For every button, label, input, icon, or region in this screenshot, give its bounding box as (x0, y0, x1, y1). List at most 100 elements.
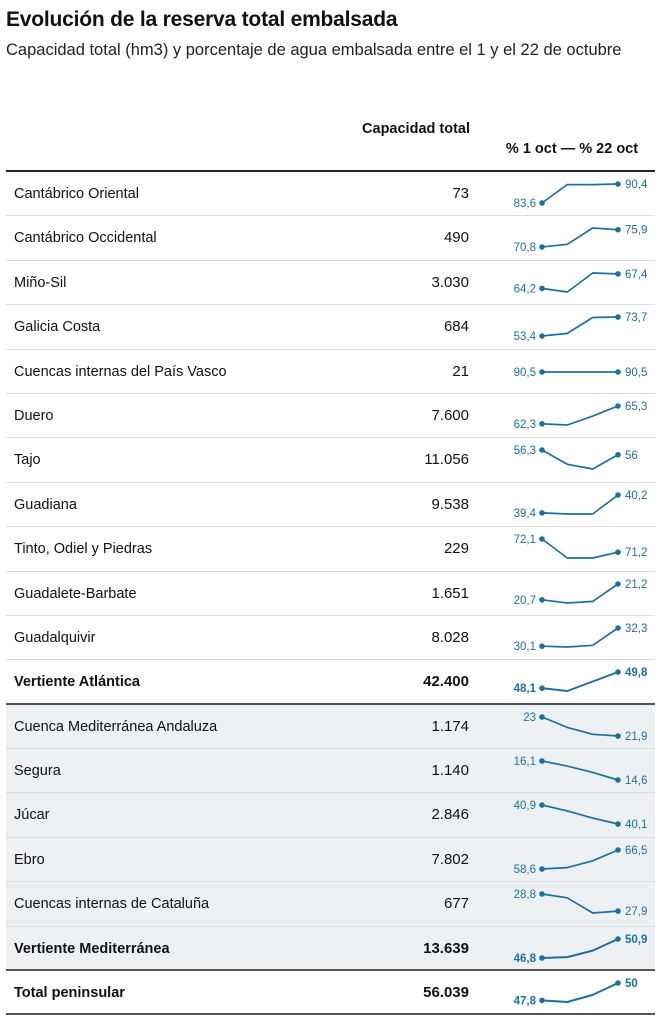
start-value-label: 20,7 (514, 594, 536, 606)
sparkline-line (541, 449, 619, 471)
start-point (539, 954, 545, 961)
basin-name: Segura (14, 763, 61, 780)
sparkline-line (541, 627, 619, 648)
end-value-label: 27,9 (625, 906, 647, 918)
sparkline: 90,5 90,5 (514, 367, 648, 379)
table-row: Cantábrico Oriental 73 83,6 90,4 (6, 172, 655, 217)
end-point (615, 732, 621, 739)
sparkline-line (541, 538, 619, 559)
basin-name: Guadalete-Barbate (14, 585, 137, 602)
start-value-label: 39,4 (514, 508, 537, 520)
basin-name: Cantábrico Occidental (14, 230, 157, 247)
start-value-label: 16,1 (514, 756, 536, 768)
sparkline: 40,9 40,1 (514, 800, 648, 831)
start-point (539, 509, 545, 516)
end-value-label: 90,4 (625, 179, 648, 191)
sparkline: 16,1 14,6 (514, 756, 648, 787)
start-point (539, 333, 545, 339)
start-value-label: 90,5 (514, 367, 536, 379)
end-point (615, 847, 621, 853)
start-point (539, 891, 545, 898)
table-row: Cuencas internas del País Vasco 21 90,5 90,… (6, 350, 655, 394)
end-value-label: 73,7 (625, 312, 647, 324)
end-value-label: 32,3 (625, 623, 647, 635)
table-row: Segura 1.140 16,1 14,6 (6, 749, 655, 794)
end-point (615, 580, 621, 587)
start-point (539, 713, 545, 720)
chart-title: Evolución de la reserva total embalsada (6, 8, 398, 31)
end-value-label: 75,9 (625, 225, 647, 237)
end-point (615, 314, 621, 320)
table-row: Guadalquivir 8.028 30,1 32,3 (6, 616, 655, 661)
end-value-label: 40,2 (625, 490, 647, 502)
sparkline-line (541, 893, 619, 915)
end-value-label: 67,4 (625, 269, 648, 281)
basin-name: Tinto, Odiel y Piedras (14, 541, 153, 558)
sparkline: 39,4 40,2 (514, 490, 648, 520)
start-value-label: 83,6 (514, 198, 536, 210)
end-point (615, 549, 621, 556)
start-value-label: 40,9 (514, 800, 536, 812)
start-point (539, 758, 545, 764)
end-point (615, 908, 621, 915)
table-row: Guadalete-Barbate 1.651 20,7 21,2 (6, 572, 655, 616)
sparkline: 20,7 21,2 (514, 579, 648, 607)
basin-name: Júcar (14, 807, 50, 824)
end-point (615, 181, 621, 187)
capacity-value: 11.056 (424, 451, 469, 469)
sparkline: 58,6 66,5 (514, 845, 648, 876)
table-row: Cantábrico Occidental 490 70,8 75,9 (6, 216, 655, 261)
end-point (615, 935, 621, 942)
table-row: Tajo 11.056 56,3 56 (6, 438, 655, 483)
table-row: Cuenca Mediterránea Andaluza 1.174 23 21,9 (6, 704, 655, 750)
basin-name: Cuencas internas del País Vasco (14, 363, 227, 380)
table-row: Cuencas internas de Cataluña 677 28,8 27,9 (6, 882, 655, 927)
capacity-value: 42.400 (423, 673, 469, 691)
basin-name: Cantábrico Oriental (14, 186, 139, 202)
range-column-header: % 1 oct — % 22 oct (505, 141, 639, 157)
end-value-label: 56 (625, 450, 638, 462)
sparkline: 46,8 50,9 (514, 934, 648, 965)
capacity-value: 490 (443, 229, 469, 247)
sparkline: 83,6 90,4 (514, 179, 648, 210)
end-point (615, 270, 621, 277)
end-value-label: 65,3 (625, 401, 647, 413)
capacity-value: 2.846 (431, 806, 469, 824)
end-point (615, 491, 621, 498)
sparkline-line (541, 849, 619, 870)
basin-name: Guadiana (14, 496, 77, 513)
basin-name: Cuencas internas de Cataluña (14, 896, 210, 913)
table-row: Guadiana 9.538 39,4 40,2 (6, 483, 655, 528)
basin-name: Vertiente Atlántica (14, 674, 140, 691)
sparkline: 72,1 71,2 (514, 534, 648, 559)
end-point (615, 227, 621, 233)
capacity-value: 13.639 (423, 939, 469, 957)
start-point (539, 447, 545, 454)
start-value-label: 58,6 (514, 864, 536, 876)
capacity-value: 1.140 (431, 762, 469, 780)
sparkline-line (541, 804, 619, 826)
end-value-label: 21,9 (625, 731, 647, 743)
capacity-value: 1.174 (431, 717, 469, 735)
sparkline-line (541, 316, 619, 338)
end-value-label: 50,9 (625, 934, 647, 946)
table-row: Duero 7.600 62,3 65,3 (6, 394, 655, 439)
sparkline-line (541, 582, 619, 604)
start-point (539, 536, 545, 542)
end-point (615, 821, 621, 828)
table-row: Júcar 2.846 40,9 40,1 (6, 793, 655, 838)
end-point (615, 777, 621, 783)
capacity-value: 229 (443, 540, 469, 558)
capacity-value: 7.802 (431, 850, 469, 868)
start-value-label: 46,8 (514, 953, 537, 965)
sparkline-line (541, 760, 619, 781)
sparkline-line (541, 271, 619, 293)
start-point (539, 420, 545, 427)
table-row: Galicia Costa 684 53,4 73,7 (6, 305, 655, 350)
end-value-label: 14,6 (625, 775, 647, 787)
sparkline-line (541, 227, 619, 249)
end-value-label: 49,8 (625, 667, 648, 679)
capacity-value: 684 (443, 318, 469, 336)
start-value-label: 53,4 (514, 331, 537, 343)
start-value-label: 30,1 (514, 641, 536, 653)
